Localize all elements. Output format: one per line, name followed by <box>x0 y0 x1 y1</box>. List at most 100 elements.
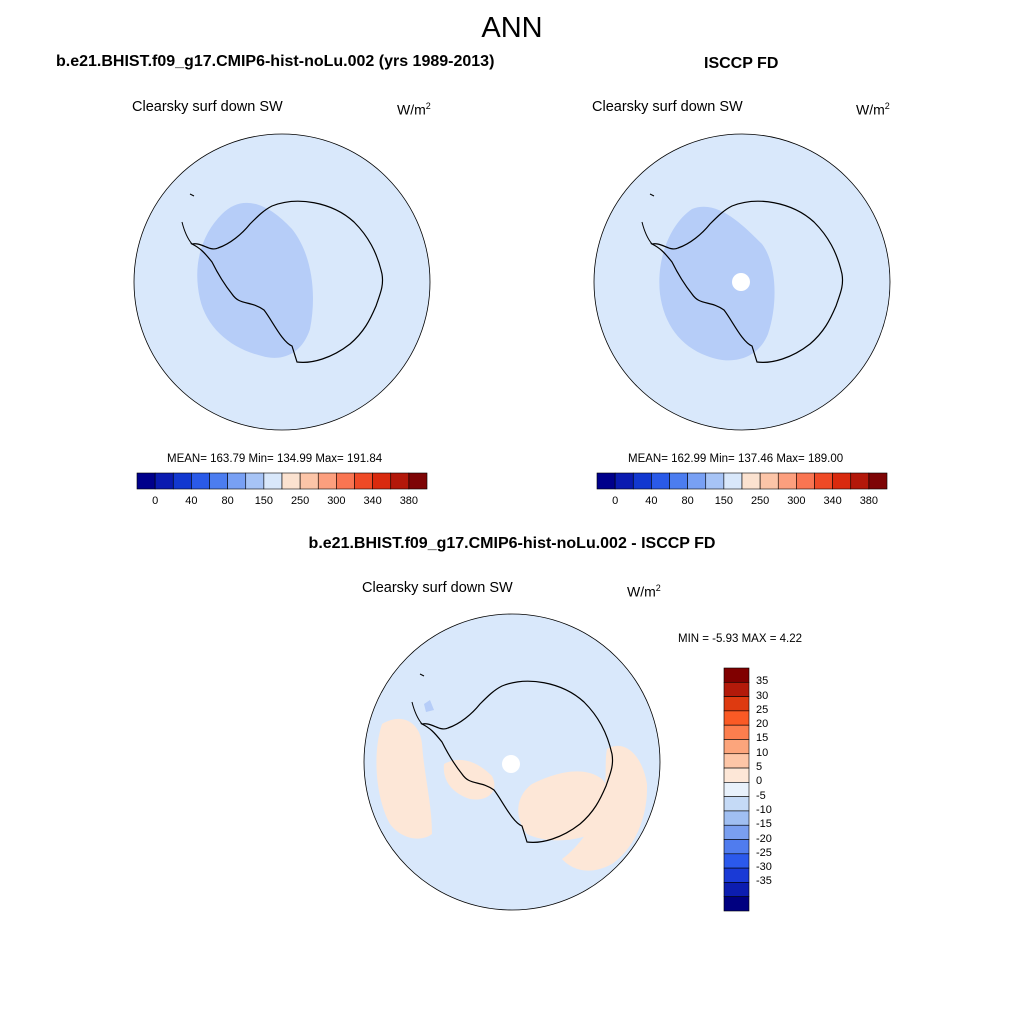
model-map-antarctica-coast <box>190 200 384 363</box>
colorbar-tick-label: -20 <box>756 832 772 845</box>
colorbar-tick-label: 150 <box>714 495 734 507</box>
colorbar-box <box>596 472 616 490</box>
colorbar-box <box>723 739 750 755</box>
colorbar-tick-label: -30 <box>756 861 772 874</box>
colorbar-box <box>687 472 707 490</box>
obs-map-antarctica-coast <box>650 200 844 363</box>
colorbar-box <box>850 472 870 490</box>
colorbar-tick-label: 20 <box>756 718 769 731</box>
colorbar-box <box>723 681 750 697</box>
colorbar-box <box>669 472 688 490</box>
colorbar-box <box>759 472 779 490</box>
diff-case-title: b.e21.BHIST.f09_g17.CMIP6-hist-noLu.002 … <box>308 535 716 552</box>
colorbar-tick-label: 380 <box>859 495 879 507</box>
diff-colorbar-ticks: 35 30 25 20 15 10 5 0 -5 -10 -15 -20 -25 -30 -35 <box>756 668 796 911</box>
colorbar-tick-label: 40 <box>185 495 198 507</box>
obs-units-label: W/m2 <box>856 101 890 118</box>
obs-colorbar-ticks: 0 40 80 150 250 300 340 380 <box>597 495 887 509</box>
colorbar-box <box>723 810 750 826</box>
colorbar-tick-label: 340 <box>363 495 382 507</box>
colorbar-tick-label: 250 <box>290 495 310 507</box>
figure-title: ANN <box>481 12 543 44</box>
colorbar-tick-label: 340 <box>823 495 842 507</box>
diff-variable-label: Clearsky surf down SW <box>362 580 513 596</box>
obs-map-missing-pole <box>732 273 750 291</box>
colorbar-tick-label: 10 <box>756 746 769 759</box>
colorbar-tick-label: 380 <box>399 495 419 507</box>
colorbar-box <box>723 724 750 740</box>
colorbar-tick-label: 80 <box>681 495 694 507</box>
colorbar-box <box>723 782 750 797</box>
diff-map-negative-region <box>424 700 434 712</box>
diff-map-positive-region-coast <box>443 759 495 800</box>
model-map-island <box>189 193 195 197</box>
colorbar-tick-label: 0 <box>612 495 619 507</box>
diff-stats: MIN = -5.93 MAX = 4.22 <box>678 633 803 645</box>
colorbar-tick-label: 0 <box>152 495 159 507</box>
diff-units-label: W/m2 <box>627 583 661 600</box>
model-case-title: b.e21.BHIST.f09_g17.CMIP6-hist-noLu.002 … <box>56 53 495 70</box>
colorbar-box <box>245 472 265 490</box>
colorbar-tick-label: 250 <box>750 495 770 507</box>
obs-variable-label: Clearsky surf down SW <box>592 99 743 115</box>
colorbar-tick-label: 15 <box>756 732 769 745</box>
colorbar-box <box>317 472 337 490</box>
colorbar-box <box>651 472 670 490</box>
colorbar-box <box>868 472 888 490</box>
colorbar-box <box>741 472 761 490</box>
model-colorbar-ticks: 0 40 80 150 250 300 340 380 <box>137 495 427 509</box>
colorbar-box <box>723 882 750 898</box>
model-colorbar <box>136 472 428 490</box>
colorbar-box <box>191 472 210 490</box>
diff-map-positive-region-inland <box>518 771 609 841</box>
colorbar-box <box>723 796 750 812</box>
model-stats: MEAN= 163.79 Min= 134.99 Max= 191.84 <box>167 453 383 465</box>
colorbar-tick-label: 40 <box>645 495 658 507</box>
colorbar-box <box>723 753 750 769</box>
colorbar-box <box>814 472 833 490</box>
colorbar-tick-label: -15 <box>756 818 772 831</box>
model-map-peninsula <box>181 221 193 245</box>
diff-colorbar <box>723 667 750 912</box>
colorbar-tick-label: -35 <box>756 875 772 888</box>
colorbar-box <box>723 767 750 783</box>
colorbar-tick-label: 300 <box>787 495 806 507</box>
diff-map-positive-region-west <box>376 718 432 839</box>
colorbar-tick-label: 150 <box>254 495 274 507</box>
model-map <box>133 133 431 431</box>
colorbar-tick-label: -10 <box>756 803 772 816</box>
colorbar-tick-label: 25 <box>756 703 769 716</box>
colorbar-box <box>336 472 355 490</box>
colorbar-box <box>705 472 725 490</box>
obs-map-low-region <box>659 206 775 361</box>
colorbar-box <box>723 867 750 883</box>
colorbar-box <box>390 472 410 490</box>
diff-map-antarctica-coast <box>420 680 614 843</box>
obs-case-title: ISCCP FD <box>704 55 779 72</box>
colorbar-tick-label: 0 <box>756 775 763 788</box>
colorbar-box <box>209 472 228 490</box>
model-units-label: W/m2 <box>397 101 431 118</box>
model-map-low-region <box>197 202 313 358</box>
colorbar-box <box>136 472 156 490</box>
diff-map-island <box>419 673 425 677</box>
colorbar-box <box>723 472 743 490</box>
colorbar-box <box>281 472 301 490</box>
colorbar-box <box>796 472 815 490</box>
colorbar-tick-label: -5 <box>756 789 766 802</box>
colorbar-box <box>408 472 428 490</box>
colorbar-tick-label: 30 <box>756 689 769 702</box>
obs-map-peninsula <box>641 221 653 245</box>
colorbar-tick-label: 5 <box>756 761 763 774</box>
colorbar-box <box>263 472 283 490</box>
colorbar-box <box>723 696 750 712</box>
colorbar-box <box>723 710 750 726</box>
colorbar-box <box>723 839 750 855</box>
colorbar-box <box>614 472 634 490</box>
colorbar-tick-label: 35 <box>756 675 769 688</box>
diff-map-missing-pole <box>502 755 520 773</box>
colorbar-box <box>632 472 652 490</box>
colorbar-box <box>723 853 750 869</box>
colorbar-box <box>777 472 797 490</box>
obs-map-island <box>649 193 655 197</box>
